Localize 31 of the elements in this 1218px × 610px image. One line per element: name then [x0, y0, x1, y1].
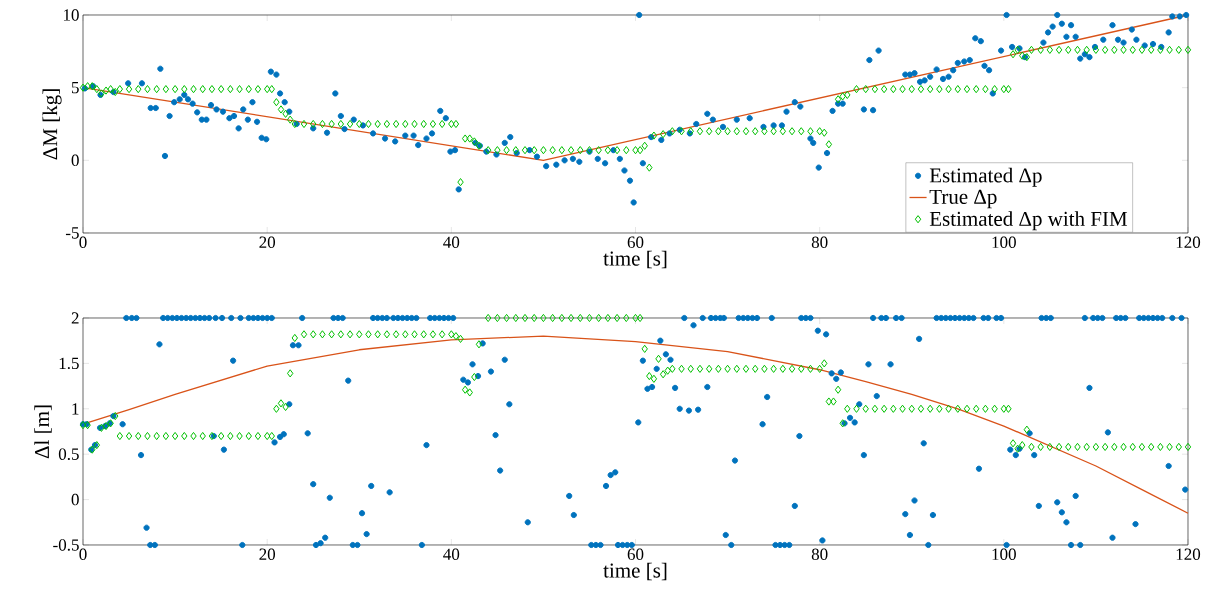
x-tick-label: 0: [79, 236, 87, 248]
legend-label: True Δp: [929, 189, 997, 209]
y-axis-title: ΔM [kg]: [42, 89, 62, 160]
y-axis-title: Δl [m]: [34, 405, 52, 459]
x-tick-label: 100: [992, 236, 1016, 248]
y-tick-label: -0.5: [53, 539, 79, 551]
y-tick-label: 0.5: [58, 448, 79, 460]
y-tick-label: 1.5: [59, 357, 79, 370]
x-tick-label: 120: [1176, 548, 1201, 560]
x-tick-label: 20: [259, 548, 276, 560]
y-tick-label: 0: [71, 154, 79, 167]
x-axis-title: time [s]: [603, 562, 667, 581]
y-tick-label: 1: [72, 403, 79, 415]
y-tick-label: 0: [71, 493, 79, 506]
x-tick-label: 0: [79, 548, 87, 560]
legend-label: Estimated Δp: [929, 167, 1042, 187]
x-tick-label: 120: [1176, 236, 1201, 248]
x-tick-label: 60: [627, 236, 644, 248]
y-tick-label: -5: [65, 227, 79, 239]
x-tick-label: 80: [811, 236, 828, 248]
x-tick-label: 60: [627, 548, 644, 560]
x-tick-label: 20: [259, 236, 276, 248]
legend-label: Estimated Δp with FIM: [929, 211, 1128, 231]
y-tick-label: 2: [71, 312, 79, 324]
x-tick-label: 40: [443, 236, 460, 248]
x-tick-label: 40: [443, 548, 460, 560]
x-tick-label: 80: [811, 548, 828, 560]
y-tick-label: 10: [63, 9, 79, 21]
y-tick-label: 5: [71, 82, 79, 94]
x-tick-label: 100: [992, 548, 1016, 560]
x-axis-title: time [s]: [603, 250, 667, 269]
